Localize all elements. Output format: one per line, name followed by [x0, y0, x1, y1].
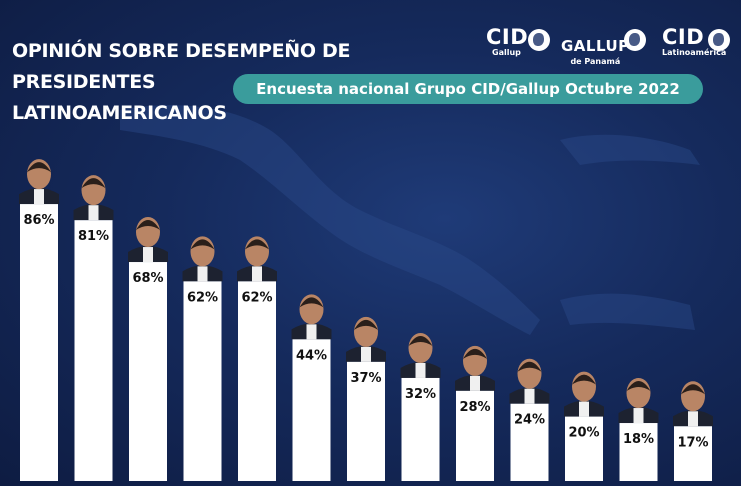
- photo-shirt: [88, 205, 99, 221]
- photo-shirt: [579, 401, 589, 417]
- globe-icon: [624, 29, 646, 51]
- president-photo: [673, 381, 713, 427]
- bar: [20, 204, 58, 481]
- photo-hair: [463, 348, 487, 359]
- chart-subtitle: Encuesta nacional Grupo CID/Gallup Octub…: [256, 80, 680, 98]
- bar-value-label: 18%: [623, 432, 654, 447]
- photo-hair: [81, 178, 106, 189]
- bar: [619, 423, 658, 481]
- president-photo: [400, 332, 441, 378]
- bar: [401, 377, 440, 481]
- bar-group: 86%: [19, 159, 59, 481]
- chart-title: OPINIÓN SOBRE DESEMPEÑO DE PRESIDENTES L…: [12, 36, 482, 129]
- photo-hair: [626, 381, 651, 392]
- cid-gallup-logo: CID Gallup: [486, 26, 528, 57]
- cid-latinoamerica-logo-caption: Latinoamérica: [662, 48, 727, 57]
- bar-group: 18%: [618, 378, 659, 481]
- bar-group: 28%: [455, 345, 495, 481]
- photo-hair: [136, 220, 160, 231]
- photo-hair: [354, 319, 378, 330]
- bar-value-label: 86%: [23, 213, 54, 228]
- photo-hair: [245, 239, 269, 250]
- bar-group: 32%: [400, 332, 441, 481]
- bar-value-label: 62%: [187, 290, 218, 305]
- cid-latinoamerica-logo: CID Latinoamérica: [662, 26, 726, 57]
- president-photo: [346, 316, 386, 362]
- bar-group: 20%: [564, 371, 604, 481]
- photo-shirt: [524, 388, 535, 404]
- bar-value-label: 32%: [405, 387, 436, 402]
- bar: [238, 281, 276, 481]
- photo-shirt: [252, 266, 262, 282]
- gallup-panama-logo-name: GALLUP: [561, 37, 630, 55]
- bar-value-label: 20%: [568, 426, 599, 441]
- bar-value-label: 62%: [241, 290, 272, 305]
- president-photo: [509, 358, 550, 404]
- bar-group: 62%: [182, 236, 223, 481]
- photo-hair: [408, 335, 433, 346]
- bar-value-label: 81%: [78, 229, 109, 244]
- president-photo: [455, 345, 495, 391]
- photo-shirt: [688, 411, 698, 427]
- photo-hair: [517, 361, 542, 372]
- title-line-2: LATINOAMERICANOS: [12, 102, 227, 124]
- bar-value-label: 68%: [132, 271, 163, 286]
- photo-shirt: [143, 247, 153, 263]
- subtitle-pill: Encuesta nacional Grupo CID/Gallup Octub…: [233, 74, 703, 104]
- bar: [183, 281, 222, 481]
- president-photo: [128, 217, 168, 263]
- bar: [565, 416, 603, 481]
- president-photo: [618, 378, 659, 424]
- photo-shirt: [197, 266, 208, 282]
- cid-gallup-logo-name: CID: [486, 25, 529, 49]
- bar-value-label: 28%: [459, 400, 490, 415]
- bar-group: 17%: [673, 381, 713, 481]
- gallup-panama-logo: GALLUP de Panamá: [561, 35, 630, 66]
- photo-shirt: [306, 324, 317, 340]
- president-photo: [237, 236, 277, 282]
- bar: [347, 361, 385, 481]
- bar-value-label: 24%: [514, 413, 545, 428]
- president-photo: [564, 371, 604, 417]
- bar: [292, 339, 331, 481]
- photo-shirt: [415, 362, 426, 378]
- cid-latinoamerica-logo-name: CID: [662, 25, 705, 49]
- bar-group: 81%: [73, 175, 114, 481]
- bar: [456, 390, 494, 481]
- bar-value-label: 44%: [296, 348, 327, 363]
- bar-group: 37%: [346, 316, 386, 481]
- photo-hair: [27, 162, 51, 173]
- bar-group: 24%: [509, 358, 550, 481]
- photo-shirt: [633, 408, 644, 424]
- photo-hair: [190, 239, 215, 250]
- photo-hair: [572, 374, 596, 385]
- photo-shirt: [34, 189, 44, 205]
- gallup-panama-logo-caption: de Panamá: [570, 57, 621, 66]
- bar-value-label: 17%: [677, 435, 708, 450]
- bar-value-label: 37%: [350, 371, 381, 386]
- cid-gallup-logo-caption: Gallup: [492, 48, 521, 57]
- president-photo: [19, 159, 59, 205]
- president-photo: [182, 236, 223, 282]
- photo-hair: [681, 384, 705, 395]
- photo-shirt: [361, 346, 371, 362]
- bar-group: 62%: [237, 236, 277, 481]
- bar: [74, 220, 113, 481]
- bar: [674, 426, 712, 481]
- bar-group: 44%: [291, 294, 332, 481]
- president-photo: [291, 294, 332, 340]
- bar: [510, 403, 549, 481]
- bar-group: 68%: [128, 217, 168, 481]
- globe-icon: [528, 29, 550, 51]
- globe-icon: [708, 29, 730, 51]
- photo-hair: [299, 297, 324, 308]
- photo-shirt: [470, 375, 480, 391]
- president-photo: [73, 175, 114, 221]
- title-line-1: OPINIÓN SOBRE DESEMPEÑO DE PRESIDENTES: [12, 40, 351, 93]
- bar: [129, 262, 167, 481]
